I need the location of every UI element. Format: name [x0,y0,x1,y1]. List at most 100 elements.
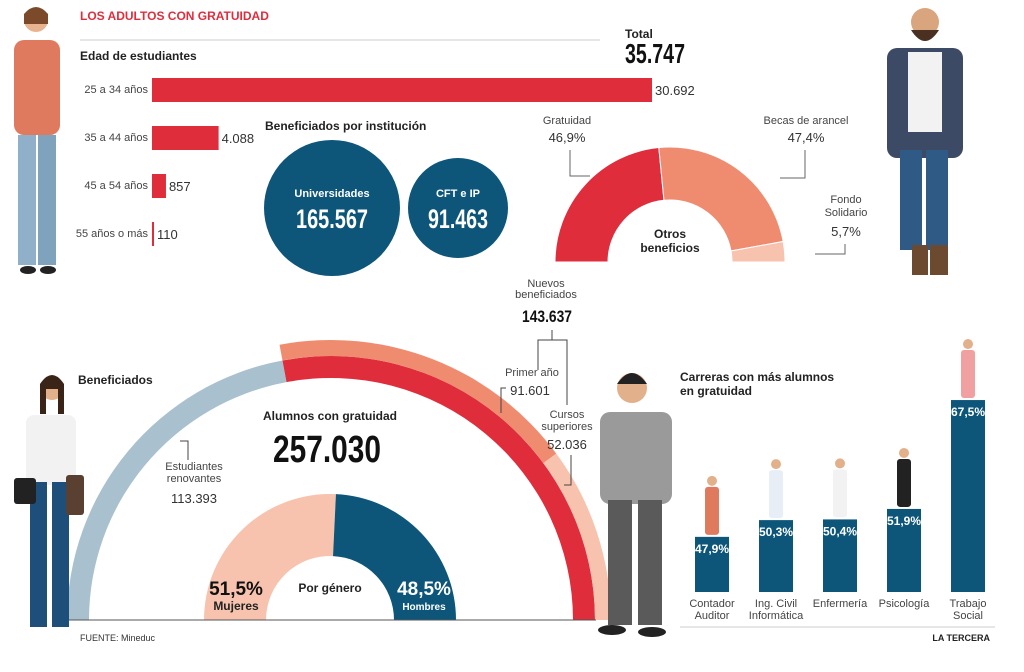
age-category-label: 45 a 54 años [84,180,148,192]
cft-ip-value: 91.463 [428,204,488,234]
otros-slice [554,146,665,263]
total-label: Total [625,27,653,41]
age-chart-title: Edad de estudiantes [80,49,197,63]
cursos-label-2: superiores [541,421,593,433]
mujeres-value: 51,5% [209,579,263,600]
careers-title-1: Carreras con más alumnos [680,370,834,384]
otros-beneficios-donut [554,146,786,263]
renovantes-leader [180,440,189,460]
cursos-label-1: Cursos [550,409,585,421]
age-value-label: 30.692 [655,83,695,98]
age-value-label: 4.088 [222,131,255,146]
cursos-value: 52.036 [547,437,587,452]
gender-donut [204,493,456,620]
alumnos-title: Alumnos con gratuidad [263,409,397,423]
total-value: 35.747 [625,38,685,69]
universidades-bubble [264,140,400,276]
alumnos-value: 257.030 [273,429,381,471]
career-value-label: 50,3% [759,525,793,539]
age-value-label: 110 [157,227,178,242]
career-bar [759,520,793,592]
career-person-icon [707,475,717,486]
cursos-leader [564,455,572,486]
universidades-label: Universidades [294,188,369,200]
primer-ano-label: Primer año [505,367,559,379]
career-person-body [897,458,911,507]
woman-illustration-top-left [14,7,60,274]
career-person-icon [771,459,781,470]
otros-slice [658,146,784,252]
career-category-label: Ing. Civil [755,598,797,610]
mujeres-label: Mujeres [213,599,259,613]
gratuidad-label: Gratuidad [543,115,591,127]
fondo-leader [815,244,846,255]
renovantes-label-1: Estudiantes [165,461,223,473]
career-category-label: Contador [689,598,735,610]
beneficiados-title: Beneficiados [78,373,153,387]
career-value-label: 51,9% [887,514,921,528]
age-value-label: 857 [169,179,191,194]
career-person-icon [963,339,973,350]
cursos-superiores-arc [543,453,611,620]
age-category-label: 35 a 44 años [84,132,148,144]
career-bar [823,519,857,592]
otros-slice [730,240,786,263]
age-bar [152,222,154,246]
otros-center-label-1: Otros [654,227,686,241]
woman-illustration-bottom-left [14,375,84,627]
source-note: FUENTE: Mineduc [80,633,156,643]
age-bar [152,78,652,102]
career-category-label: Enfermería [813,598,868,610]
age-category-label: 55 años o más [76,228,149,240]
infographic-title: LOS ADULTOS CON GRATUIDAD [80,9,269,23]
hombres-slice [333,494,456,620]
renovantes-value: 113.393 [171,491,217,506]
career-value-label: 67,5% [951,405,985,419]
career-bar [887,508,921,592]
career-bar [951,400,985,592]
fondo-label-2: Solidario [825,207,868,219]
primer-ano-leader [500,387,506,413]
man-illustration-top-right [887,8,963,275]
gratuidad-leader [569,150,590,177]
hombres-label: Hombres [402,602,446,613]
fondo-label-1: Fondo [830,194,861,206]
career-category-label: Informática [749,610,804,622]
career-person-body [833,469,847,518]
age-bar-chart: 25 a 34 años 30.692 35 a 44 años 4.088 45 a … [76,78,695,246]
age-bar [152,126,219,150]
career-person-icon [835,458,845,469]
primer-ano-value: 91.601 [510,383,550,398]
becas-leader [780,150,806,179]
becas-value: 47,4% [788,130,825,145]
cft-ip-label: CFT e IP [436,188,480,200]
becas-label: Becas de arancel [764,115,849,127]
career-person-body [961,350,975,399]
renovantes-label-2: renovantes [167,473,222,485]
nuevos-label-1: Nuevos [527,278,565,290]
mujeres-slice [204,493,336,620]
career-value-label: 47,9% [695,542,729,556]
cft-ip-bubble [408,158,508,258]
gratuidad-value: 46,9% [549,130,586,145]
brand-logo: LA TERCERA [932,633,990,643]
age-category-label: 25 a 34 años [84,84,148,96]
career-category-label: Social [953,610,983,622]
careers-title-2: en gratuidad [680,384,752,398]
career-person-icon [899,447,909,458]
career-value-label: 50,4% [823,524,857,538]
hombres-value: 48,5% [397,579,451,600]
man-illustration-bottom-center [598,373,672,637]
age-bar [152,174,166,198]
career-category-label: Psicología [879,598,931,610]
career-category-label: Auditor [695,610,730,622]
institution-chart-title: Beneficiados por institución [265,119,426,133]
universidades-value: 165.567 [296,204,368,234]
career-bar [695,536,729,592]
renovantes-arc [67,360,287,620]
career-category-label: Trabajo [950,598,987,610]
nuevos-label-2: beneficiados [515,289,577,301]
gender-center-label: Por género [298,581,361,595]
